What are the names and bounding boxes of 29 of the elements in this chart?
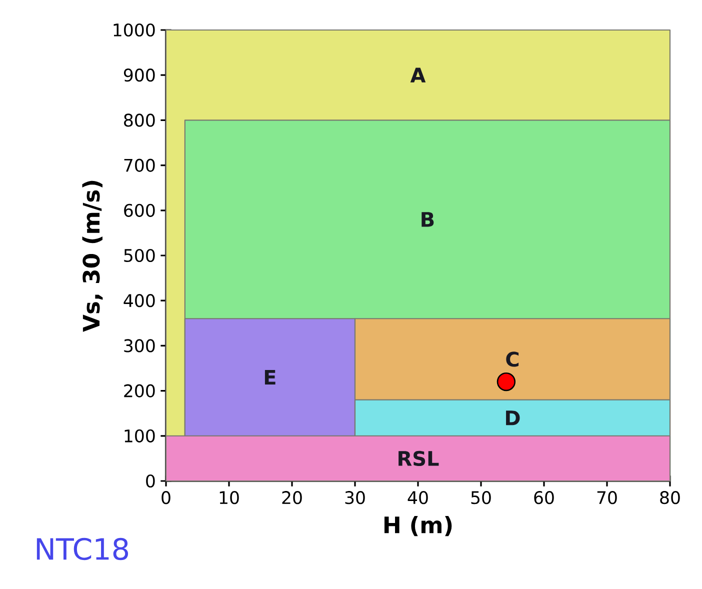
x-tick-label: 40 [408,491,428,504]
x-tick-label: 80 [660,491,680,504]
series-label: A [410,68,426,82]
x-tick-label: 70 [597,491,617,504]
y-tick-label: 0 [146,474,155,488]
x-tick-label: 30 [345,491,365,504]
series-label: E [264,370,276,385]
x-tick-label: 10 [220,491,239,504]
y-tick-label: 700 [124,158,155,172]
series-label: B [422,212,434,227]
y-tick-label: 200 [124,384,155,398]
x-tick-label: 50 [471,491,491,504]
y-tick-label: 400 [124,294,155,308]
series-label: D [506,410,520,426]
y-tick-label: 100 [124,429,155,442]
x-axis-title: H (m) [384,516,452,536]
x-tick-label: 60 [534,491,554,504]
y-axis-title: Vs, 30 (m/s) [82,180,103,332]
y-tick-label: 600 [124,204,155,217]
series-label: C [506,352,519,367]
series-label: RSL [398,450,439,466]
y-tick-label: 300 [124,339,155,352]
y-tick-label: 900 [124,68,155,82]
x-tick-label: 20 [282,491,302,504]
x-tick-label: 0 [162,491,170,504]
y-tick-label: 500 [124,248,155,262]
y-tick-label: 1000 [114,23,155,37]
y-tick-label: 800 [124,114,155,127]
text: NTC18 [36,538,128,560]
